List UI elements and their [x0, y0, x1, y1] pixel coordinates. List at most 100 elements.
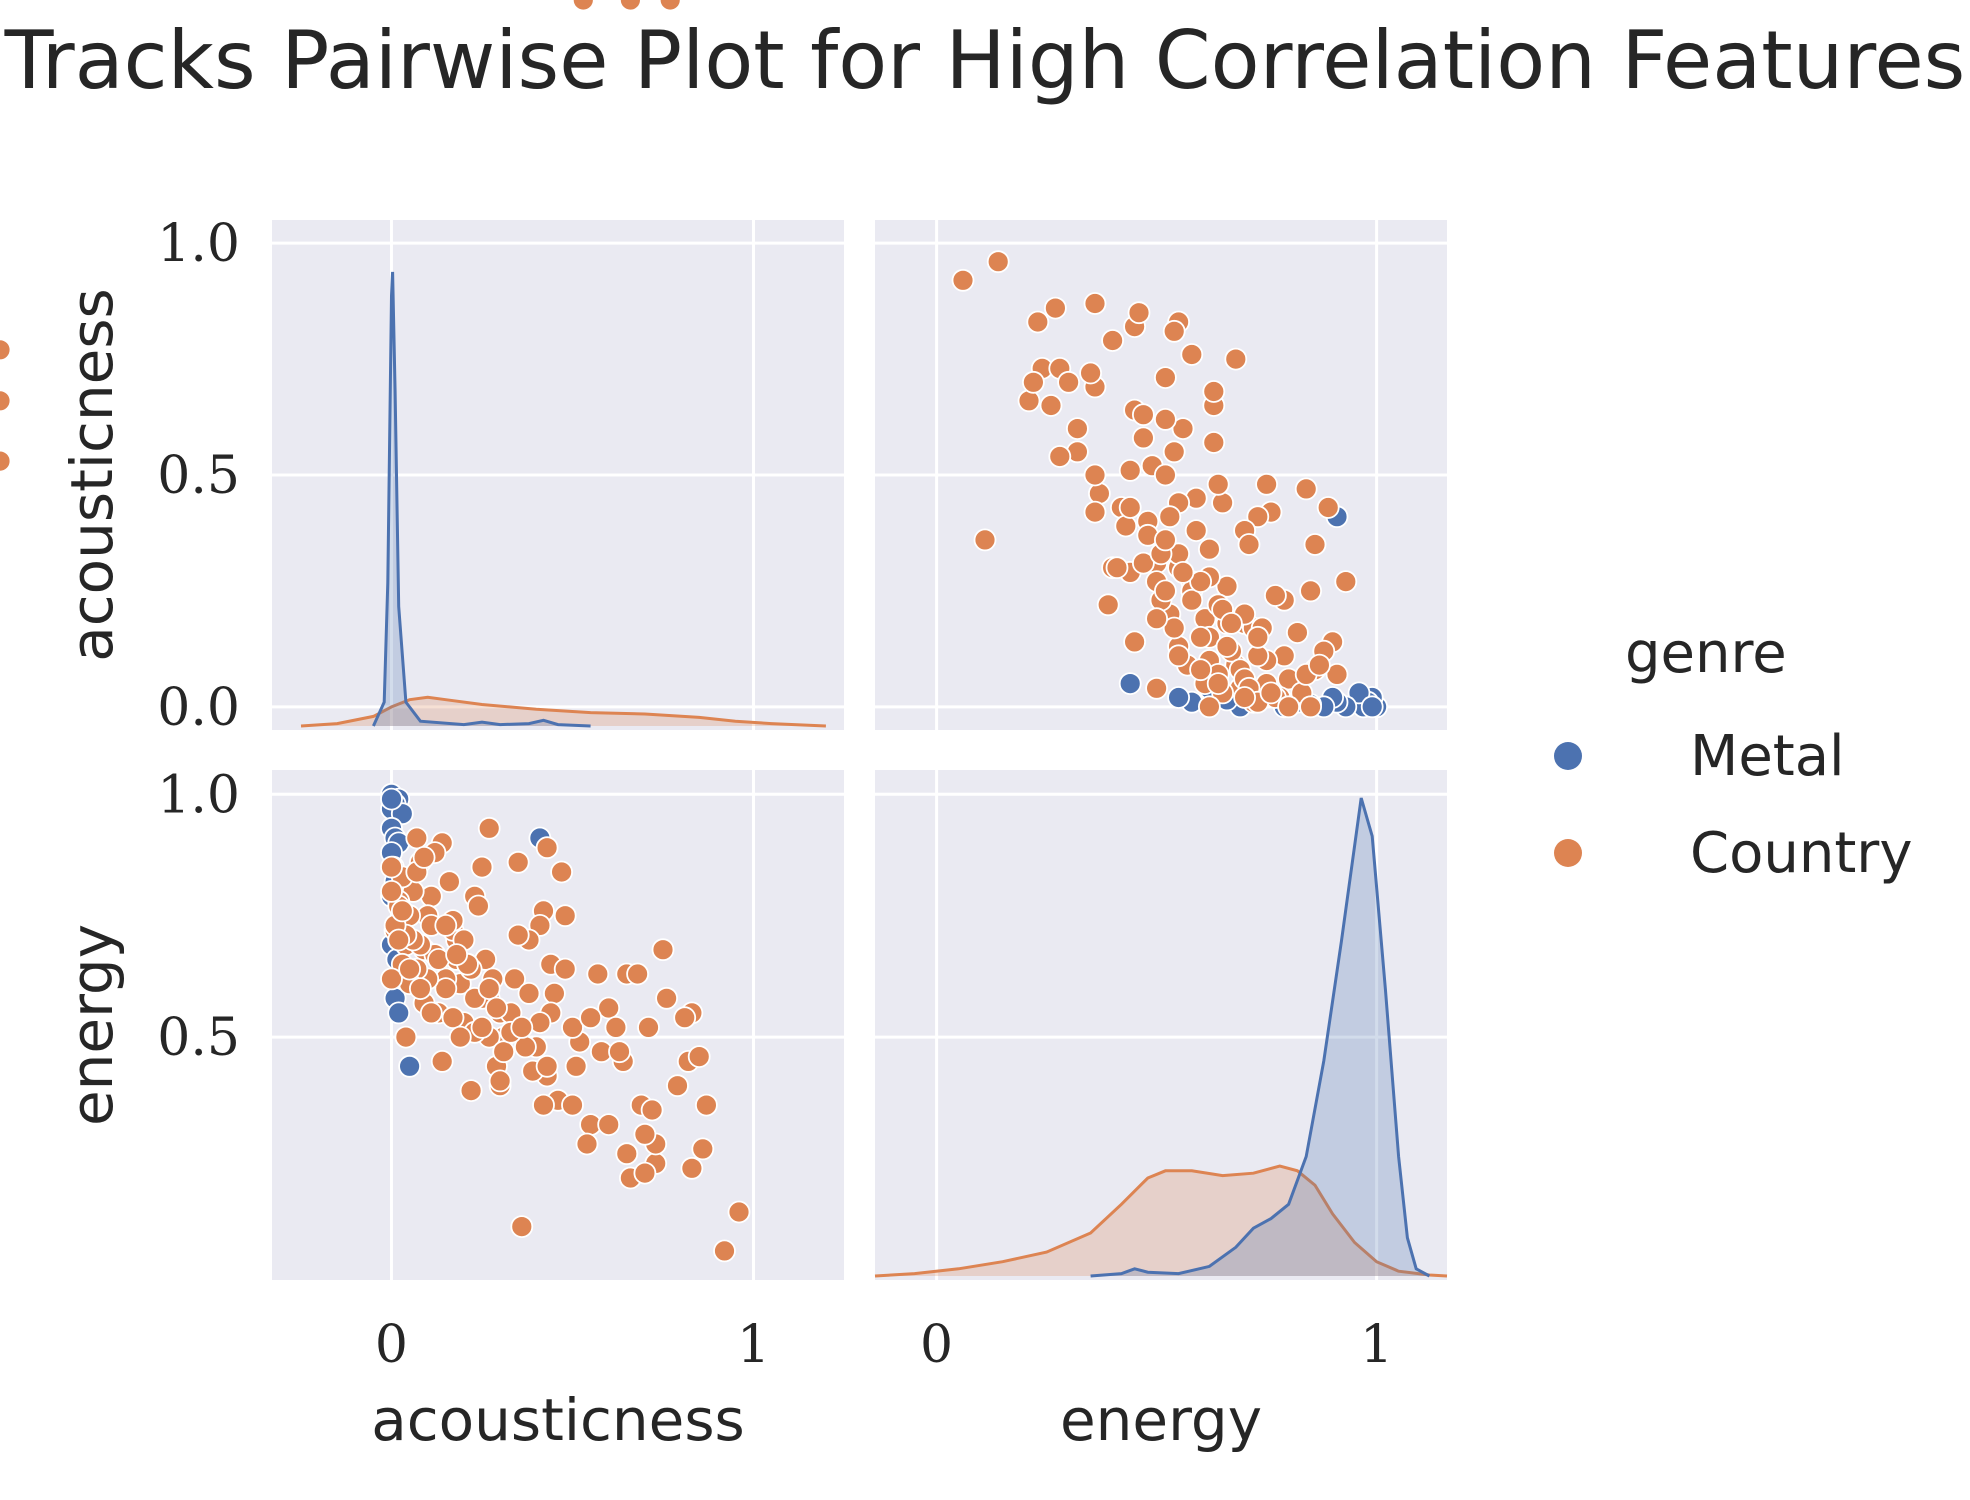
- point-country: [1101, 329, 1124, 352]
- point-country: [1184, 519, 1208, 542]
- panel-energy-vs-acousticness-scatter: [0, 220, 1447, 730]
- point-country: [1259, 681, 1283, 705]
- point-country: [1206, 472, 1230, 496]
- point-country: [1154, 407, 1177, 431]
- point-country: [419, 1001, 443, 1025]
- point-country: [437, 870, 461, 894]
- panel-acousticness-vs-energy-scatter: [272, 0, 844, 1280]
- point-metal: [1167, 686, 1190, 709]
- point-country: [1233, 686, 1256, 709]
- point-country: [1039, 394, 1063, 417]
- point-country: [532, 1093, 555, 1117]
- legend-label-metal: Metal: [1690, 724, 1845, 789]
- point-country: [477, 816, 501, 840]
- point-country: [1180, 343, 1204, 366]
- point-country: [543, 982, 566, 1005]
- point-country: [430, 1050, 454, 1073]
- point-country: [1215, 574, 1239, 598]
- point-country: [1017, 389, 1041, 413]
- point-country: [1255, 472, 1278, 496]
- x-tick-label-energy: 1: [1360, 1315, 1393, 1375]
- point-country: [1154, 463, 1177, 487]
- y-tick-label-acousticness: 0.0: [157, 678, 240, 738]
- point-country: [1048, 445, 1072, 468]
- point-country: [1167, 644, 1190, 668]
- point-country: [1118, 458, 1142, 482]
- x-tick-label-acousticness: 0: [375, 1315, 408, 1375]
- point-country: [1127, 301, 1151, 325]
- point-country: [412, 846, 436, 869]
- point-country: [1299, 579, 1322, 603]
- point-country: [459, 1079, 483, 1102]
- point-country: [1123, 630, 1146, 654]
- point-country: [1202, 431, 1226, 454]
- point-country: [492, 1040, 516, 1064]
- point-country: [550, 860, 573, 884]
- point-country: [485, 996, 508, 1020]
- point-country: [466, 894, 490, 918]
- kde-energy-metal-line: [1090, 797, 1431, 1278]
- point-country: [1096, 593, 1120, 617]
- point-country: [727, 1200, 751, 1224]
- point-metal: [398, 1054, 422, 1078]
- point-country: [394, 1025, 418, 1049]
- point-country: [1162, 616, 1186, 640]
- point-country: [408, 977, 432, 1000]
- point-country: [390, 899, 414, 923]
- point-country: [1154, 579, 1177, 603]
- point-country: [658, 0, 682, 12]
- point-country: [448, 1025, 472, 1049]
- point-country: [380, 855, 403, 879]
- x-axis-label-acousticness: acousticness: [371, 1386, 745, 1454]
- point-metal: [1360, 695, 1384, 719]
- point-country: [1145, 676, 1168, 700]
- point-country: [517, 982, 541, 1005]
- point-country: [1057, 370, 1080, 394]
- point-country: [1154, 366, 1177, 390]
- point-country: [633, 1122, 657, 1146]
- point-country: [619, 0, 642, 12]
- legend-label-country: Country: [1690, 821, 1912, 886]
- point-country: [1189, 625, 1212, 649]
- point-country: [608, 1040, 631, 1064]
- point-country: [380, 967, 403, 991]
- point-country: [1180, 588, 1204, 612]
- kde-energy-metal-fill: [1090, 798, 1430, 1276]
- point-country: [1044, 296, 1067, 320]
- y-axis-label-energy: energy: [58, 924, 126, 1126]
- point-country: [687, 1045, 711, 1068]
- point-country: [615, 1142, 639, 1166]
- point-country: [571, 0, 595, 12]
- point-metal: [380, 787, 403, 811]
- legend: genre Metal Country: [1554, 621, 1912, 886]
- point-country: [1299, 695, 1322, 719]
- point-country: [405, 826, 429, 850]
- point-country: [441, 1006, 465, 1030]
- point-country: [695, 1093, 718, 1117]
- point-country: [1198, 695, 1221, 719]
- point-metal: [1118, 672, 1142, 695]
- point-country: [0, 389, 12, 413]
- point-country: [1145, 607, 1168, 631]
- point-country: [510, 1215, 534, 1238]
- point-country: [488, 1069, 512, 1093]
- point-country: [477, 977, 501, 1000]
- point-country: [445, 943, 469, 966]
- kde-energy-country-fill: [875, 1166, 1447, 1276]
- point-country: [564, 1054, 588, 1078]
- legend-title: genre: [1625, 621, 1787, 686]
- point-country: [1308, 653, 1331, 677]
- point-country: [1325, 663, 1349, 686]
- point-country: [553, 904, 577, 928]
- point-country: [1105, 556, 1129, 580]
- point-country: [597, 996, 621, 1020]
- point-country: [1198, 537, 1221, 561]
- point-country: [1277, 695, 1300, 719]
- point-country: [1171, 561, 1195, 584]
- point-country: [561, 1093, 584, 1117]
- point-country: [380, 880, 403, 903]
- point-country: [1246, 625, 1270, 649]
- point-country: [1215, 635, 1239, 658]
- point-country: [0, 449, 12, 473]
